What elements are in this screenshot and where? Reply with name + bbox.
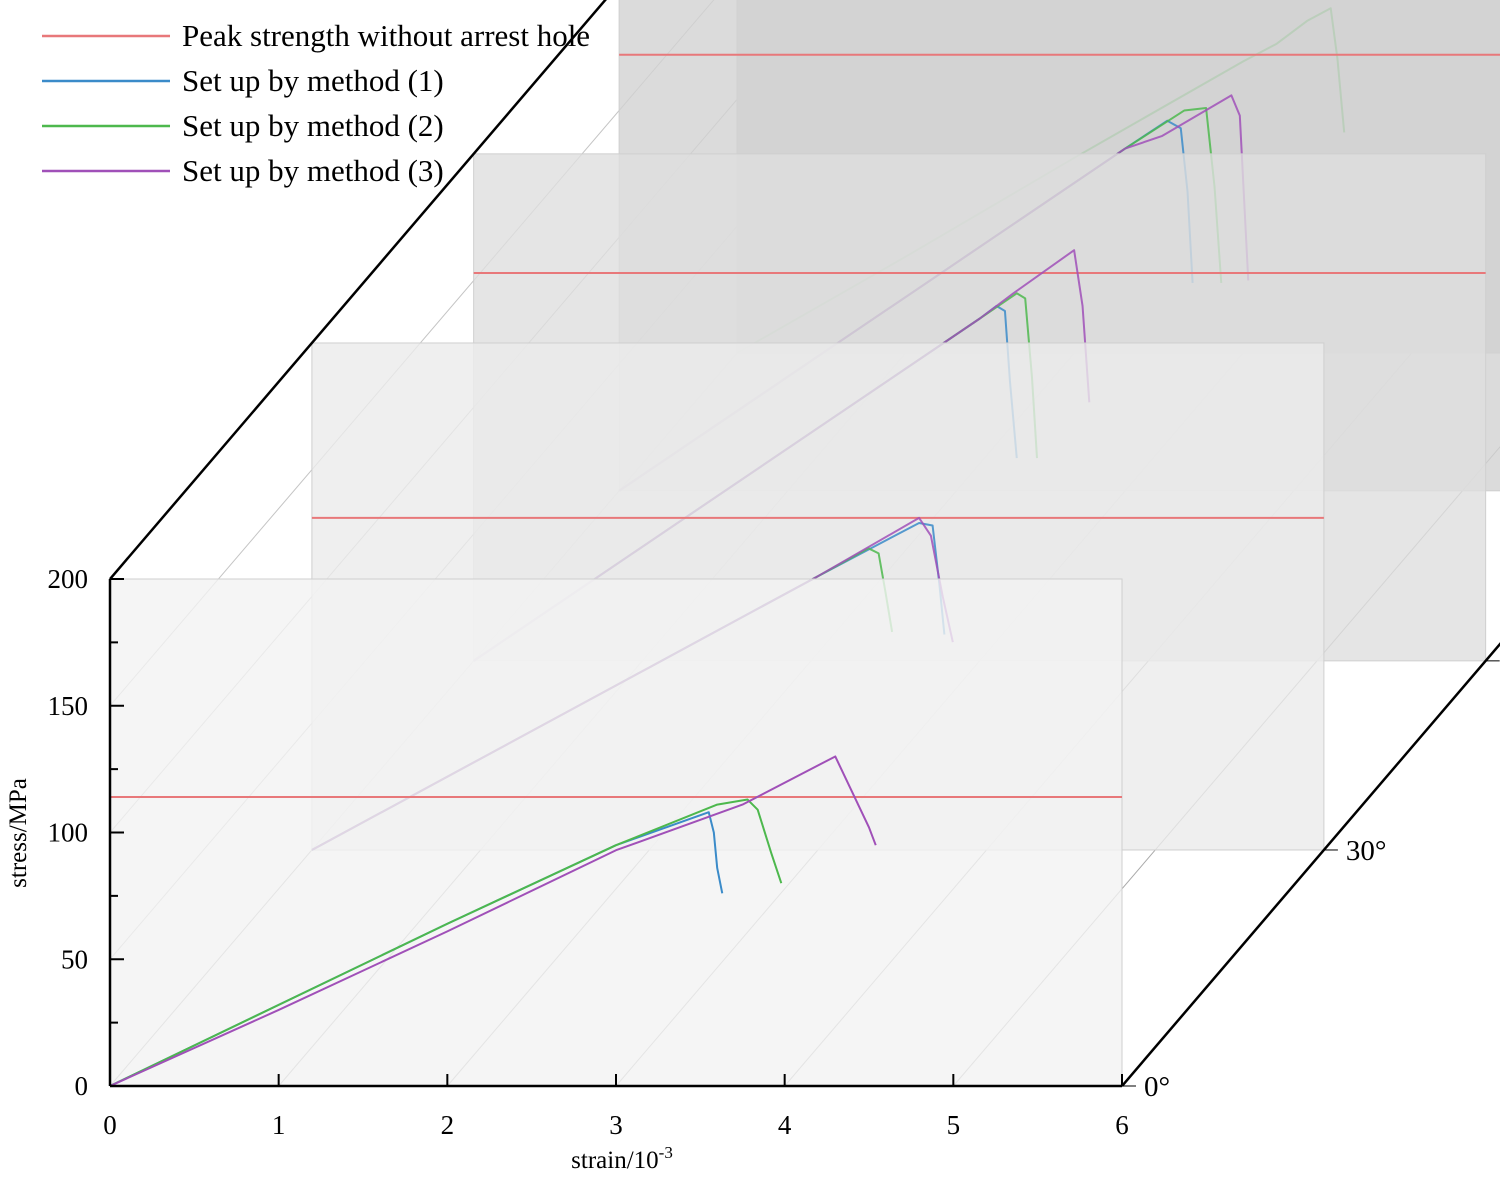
x-axis-title-exponent: -3 [659,1143,673,1162]
legend-label: Peak strength without arrest hole [182,18,590,53]
x-tick-label: 0 [103,1110,117,1140]
panel-0: 0° [109,578,1170,1103]
panel-plane [109,578,1123,1087]
x-tick-label: 2 [441,1110,455,1140]
y-tick-label: 150 [48,691,89,721]
angle-label: 0° [1144,1071,1170,1103]
series-line-m2 [109,798,783,1087]
frame-edge [109,0,607,580]
x-tick-label: 1 [272,1110,286,1140]
y-tick-label: 50 [61,944,88,974]
x-tick-label: 3 [609,1110,623,1140]
panels-layer: 90°60°45°30°0° [109,0,1500,1103]
axes-layer: strain/10-3 stress/MPa 0 1 2 3 4 5 6 0 50 100 150 2… [5,564,1129,1174]
y-tick-label: 200 [48,564,89,594]
legend-item-m2: Set up by method (2) [42,108,444,143]
frame-edge [1121,642,1500,1087]
x-axis-title: strain/10-3 [571,1143,673,1174]
y-tick-label: 0 [75,1071,89,1101]
frame-layer [109,0,1500,1087]
x-tick-label: 5 [947,1110,961,1140]
y-tick-label: 100 [48,818,89,848]
legend-label: Set up by method (1) [182,63,444,98]
angle-label: 30° [1346,835,1387,867]
legend-label: Set up by method (2) [182,108,444,143]
series-line-m3 [109,755,877,1087]
x-tick-label: 6 [1115,1110,1129,1140]
y-axis-title: stress/MPa [5,778,32,888]
legend-item-peak: Peak strength without arrest hole [42,18,590,53]
legend: Peak strength without arrest hole Set up … [42,18,590,188]
x-axis-title-main: strain/10 [571,1147,659,1174]
legend-label: Set up by method (3) [182,153,444,188]
legend-item-m3: Set up by method (3) [42,153,444,188]
legend-item-m1: Set up by method (1) [42,63,444,98]
x-tick-label: 4 [778,1110,792,1140]
